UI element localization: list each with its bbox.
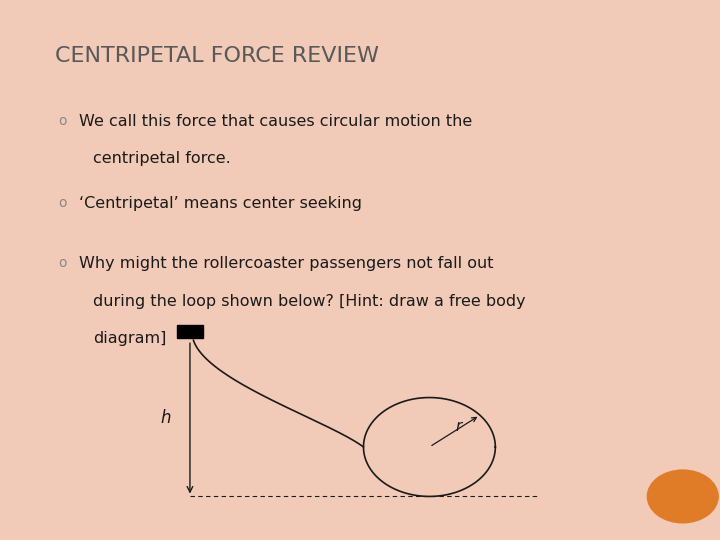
Text: o: o [58, 114, 66, 128]
Text: diagram]: diagram] [93, 331, 166, 346]
Text: CENTRIPETAL FORCE REVIEW: CENTRIPETAL FORCE REVIEW [55, 46, 379, 66]
Text: o: o [58, 256, 66, 270]
Text: o: o [58, 196, 66, 210]
Text: We call this force that causes circular motion the: We call this force that causes circular … [79, 114, 472, 129]
Text: r: r [456, 419, 462, 434]
Text: ‘Centripetal’ means center seeking: ‘Centripetal’ means center seeking [79, 196, 362, 211]
Text: centripetal force.: centripetal force. [93, 151, 230, 166]
Text: h: h [161, 409, 171, 427]
Text: during the loop shown below? [Hint: draw a free body: during the loop shown below? [Hint: draw… [93, 294, 526, 309]
Circle shape [647, 469, 719, 523]
Text: Why might the rollercoaster passengers not fall out: Why might the rollercoaster passengers n… [79, 256, 493, 271]
FancyBboxPatch shape [177, 325, 203, 338]
